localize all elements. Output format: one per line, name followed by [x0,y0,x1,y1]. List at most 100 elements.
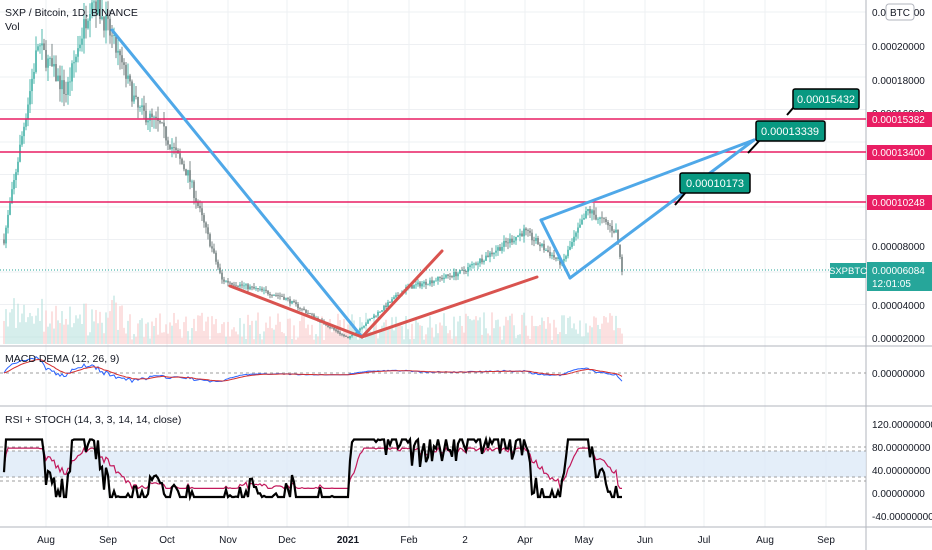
trendline-blue-base[interactable] [539,218,572,280]
volume-bar [249,325,251,344]
volume-bar [319,319,321,344]
volume-bar [467,316,469,344]
candle-body [351,335,353,337]
candle-body [123,62,125,65]
volume-bar [381,325,383,344]
candle-body [493,252,495,255]
candle-body [7,214,9,228]
candle-body [179,153,181,159]
candle-body [539,244,541,247]
candle-body [53,64,55,67]
candle-body [499,247,501,251]
volume-bar [175,323,177,344]
volume-bar [195,331,197,344]
trendlines[interactable] [110,28,756,339]
candle-body [337,330,339,333]
callout-pointer-3 [674,191,687,206]
candle-body [233,284,235,286]
candle-body [293,300,295,303]
candle-body [193,181,195,199]
candle-body [475,263,477,265]
candle-body [551,255,553,257]
candle-body [19,144,21,162]
candle-body [133,95,135,102]
volume-bar [67,324,69,344]
candle-body [573,236,575,243]
volume-bar [589,325,591,344]
ticker-tag: SXPBTC [829,263,867,278]
candle-body [451,276,453,278]
candle-body [183,164,185,170]
candle-body [283,296,285,300]
rsi-lines [2,435,622,502]
volume-bar [75,315,77,344]
candle-body [91,2,93,15]
candle-body [155,116,157,119]
volume-bar [5,309,7,344]
candle-body [267,290,269,294]
volume-bar [285,336,287,344]
volume-bar [169,322,171,344]
volume-bar [459,315,461,344]
rsi-axis[interactable]: 120.00000000 80.00000000 40.00000000 0.0… [872,420,932,523]
candle-body [543,243,545,251]
currency-badge[interactable]: BTC [885,3,915,21]
candle-body [383,305,385,311]
volume-bar [317,336,319,344]
candle-body [45,50,47,68]
callout-target-1[interactable]: 0.00015432 [792,88,860,110]
candle-body [537,237,539,245]
candle-body [491,252,493,255]
volume-bar [353,320,355,344]
price-tick: 0.00002000 [872,334,925,345]
time-label: Dec [278,535,296,546]
candle-body [447,274,449,276]
candle-body [529,230,531,233]
volume-bar [207,316,209,344]
trendline-red-shallow[interactable] [360,275,539,339]
candle-body [415,284,417,286]
time-label: Jun [637,535,653,546]
candle-body [533,240,535,242]
volume-bar [165,324,167,344]
candle-body [231,282,233,285]
candle-body [189,170,191,182]
time-axis[interactable]: Aug Sep Oct Nov Dec 2021 Feb 2 Apr May J… [37,535,835,546]
trendline-blue-lower[interactable] [568,138,756,280]
candle-body [487,255,489,257]
volume-bar [227,321,229,344]
candle-body [13,180,15,190]
candle-body [485,255,487,261]
price-tick: 0.00008000 [872,242,925,253]
volume-bar [453,316,455,344]
trendline-red-left[interactable] [228,284,364,339]
macd-title: MACD DEMA (12, 26, 9) [5,353,119,365]
candle-body [507,242,509,244]
volume-bar [177,319,179,344]
candle-body [159,120,161,123]
candle-body [43,43,45,51]
volume-bar [557,334,559,344]
volume-bar [99,311,101,344]
volume-bar [509,315,511,344]
trendline-blue-down[interactable] [110,28,364,339]
volume-bar [159,313,161,344]
trendline-red-steep[interactable] [360,249,444,339]
volume-bar [455,336,457,344]
volume-bar [263,331,265,344]
candle-body [101,16,103,20]
level-label-text: 0.00010248 [872,198,925,209]
callout-target-3[interactable]: 0.00010173 [679,172,751,194]
volume-bar [411,323,413,344]
trendline-blue-upper[interactable] [539,138,756,222]
candle-body [185,169,187,176]
candle-body [49,58,51,59]
macd-lines [3,356,623,384]
volume-bar [429,316,431,344]
candle-body [513,240,515,243]
callout-target-2[interactable]: 0.00013339 [755,120,826,142]
volume-bar [3,320,5,344]
candle-body [605,218,607,222]
candle-body [387,302,389,308]
